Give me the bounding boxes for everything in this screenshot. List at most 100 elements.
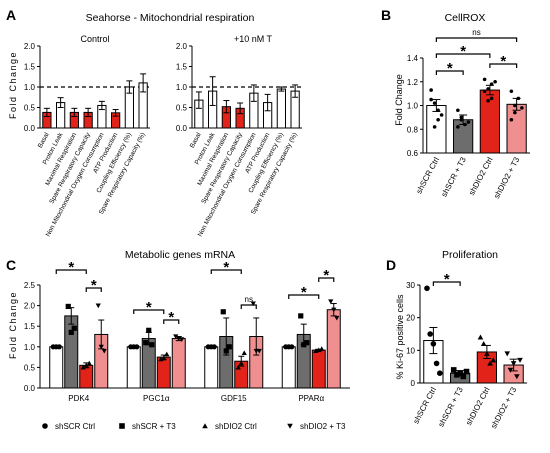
- panel-c-significance: [240, 304, 257, 309]
- panel-c-legend-marker: [287, 423, 293, 429]
- panel-c-bar: [126, 346, 141, 389]
- panel-c-significance: [85, 287, 102, 292]
- panel-b-bar: [426, 105, 447, 154]
- panel-c-legend-label: shSCR + T3: [132, 422, 176, 431]
- panel-c-point: [250, 301, 256, 307]
- panel-b-bar: [506, 103, 527, 154]
- panel-d-title: Proliferation: [442, 249, 498, 261]
- panel-b-point: [493, 79, 497, 84]
- panel-c-point: [71, 325, 77, 331]
- panel-d-point: [454, 372, 460, 378]
- panel-c-point: [223, 348, 229, 354]
- panel-d-point: [427, 331, 433, 337]
- panel-b-point: [432, 101, 437, 105]
- panel-b-point: [513, 103, 517, 108]
- panel-d-x-tick-label: shDIO2 + T3: [489, 385, 519, 430]
- panel-c-point: [298, 313, 304, 319]
- panel-a-control-y-tick-label: 0.0: [24, 124, 36, 133]
- panel-c-point: [95, 303, 101, 309]
- panel-c-x-tick-label: PDK4: [68, 394, 89, 403]
- panel-d-point: [430, 341, 437, 347]
- panel-b-significance: [489, 63, 518, 68]
- panel-d-point: [457, 370, 463, 376]
- panel-c-point: [146, 327, 152, 333]
- panel-letter-a: A: [6, 7, 16, 23]
- panel-d-x-tick-label: shSCR + T3: [436, 385, 465, 428]
- panel-b-point: [486, 98, 490, 103]
- panel-c-point: [101, 348, 107, 354]
- panel-b-y-tick-label: 1.4: [407, 54, 419, 63]
- panel-b-point: [482, 89, 487, 94]
- panel-c-point: [164, 351, 170, 357]
- panel-c-bar: [49, 346, 64, 389]
- panel-c-significance-label: *: [323, 267, 329, 284]
- panel-c-significance: [133, 309, 165, 314]
- panel-d-point: [510, 361, 517, 367]
- panel-c-point: [143, 340, 149, 346]
- panel-b-significance: [435, 37, 518, 42]
- panel-c-y-tick-label: 0.5: [24, 363, 36, 372]
- panel-c-legend-marker: [119, 423, 125, 429]
- panel-c-y-tick-label: 2.0: [24, 302, 36, 311]
- panel-letter-c: C: [6, 257, 16, 273]
- panel-c-point: [83, 362, 89, 368]
- panel-c-point: [65, 303, 71, 310]
- panel-b-significance: [435, 70, 464, 75]
- panel-a-control-y-tick-label: 1.5: [24, 63, 36, 72]
- panel-a-control-y-tick-label: 0.5: [24, 104, 36, 113]
- panel-b-significance-label: *: [460, 43, 466, 60]
- panel-d-point: [517, 357, 523, 363]
- panel-c-point: [241, 350, 247, 356]
- panel-c-point: [179, 337, 185, 342]
- panel-c-legend-label: shDIO2 + T3: [300, 422, 346, 431]
- panel-b-point: [516, 96, 521, 101]
- panel-c-y-tick-label: 0.0: [24, 384, 36, 393]
- panel-d-ylabel: % Ki-67 positive cells: [395, 294, 405, 380]
- panel-b-point: [429, 88, 433, 92]
- panel-b-bar: [479, 89, 501, 154]
- panel-b-significance-label: *: [447, 60, 453, 77]
- panel-c-point: [98, 344, 104, 350]
- panel-c-y-tick-label: 2.5: [24, 281, 36, 290]
- panel-d-x-tick-label: shDIO2 Ctrl: [464, 386, 492, 427]
- panel-c-point: [316, 347, 322, 353]
- panel-c-significance-label: ns: [245, 295, 253, 304]
- panel-d-point: [484, 350, 490, 356]
- panel-d-point: [487, 360, 493, 366]
- panel-c-bar: [156, 356, 171, 389]
- panel-c-point: [56, 344, 62, 350]
- panel-b-point: [482, 77, 487, 82]
- panel-b-point: [436, 117, 440, 122]
- panel-a-t3-x-tick-label: Basal: [189, 131, 203, 149]
- panel-b-point: [429, 97, 433, 102]
- panel-a-t3-y-tick-label: 1.0: [176, 83, 188, 92]
- panel-c-bar: [204, 346, 219, 389]
- panel-b-point: [513, 110, 517, 115]
- panel-d-point: [480, 341, 487, 347]
- panel-letter-d: D: [386, 257, 396, 273]
- panel-c-x-tick-label: PPARα: [298, 394, 324, 403]
- panel-a-control-x-tick-label: Basal: [37, 131, 51, 149]
- panel-b-y-tick-label: 0.6: [407, 149, 419, 158]
- panel-b-point: [509, 117, 514, 122]
- panel-b-point: [456, 108, 460, 113]
- panel-a-t3-title: +10 nM T: [234, 34, 273, 44]
- panel-b-point: [489, 82, 494, 86]
- panel-d-point: [433, 360, 440, 367]
- panel-b-point: [520, 106, 524, 110]
- panel-c-point: [319, 346, 325, 351]
- panel-d-point: [463, 368, 470, 375]
- panel-c-point: [331, 307, 337, 313]
- panel-b-x-tick-label: shSCR Ctrl: [414, 156, 441, 196]
- panel-d-point: [514, 374, 520, 380]
- panel-d-point: [460, 373, 467, 380]
- panel-b-significance: [435, 53, 491, 58]
- panel-c-point: [149, 342, 155, 348]
- panel-c-point: [238, 360, 244, 366]
- panel-a-t3-bar: [276, 88, 286, 129]
- panel-a-t3-y-tick-label: 2.0: [176, 42, 188, 51]
- panel-d-point: [507, 367, 514, 373]
- panel-c-significance: [288, 294, 320, 299]
- panel-c-point: [80, 364, 86, 370]
